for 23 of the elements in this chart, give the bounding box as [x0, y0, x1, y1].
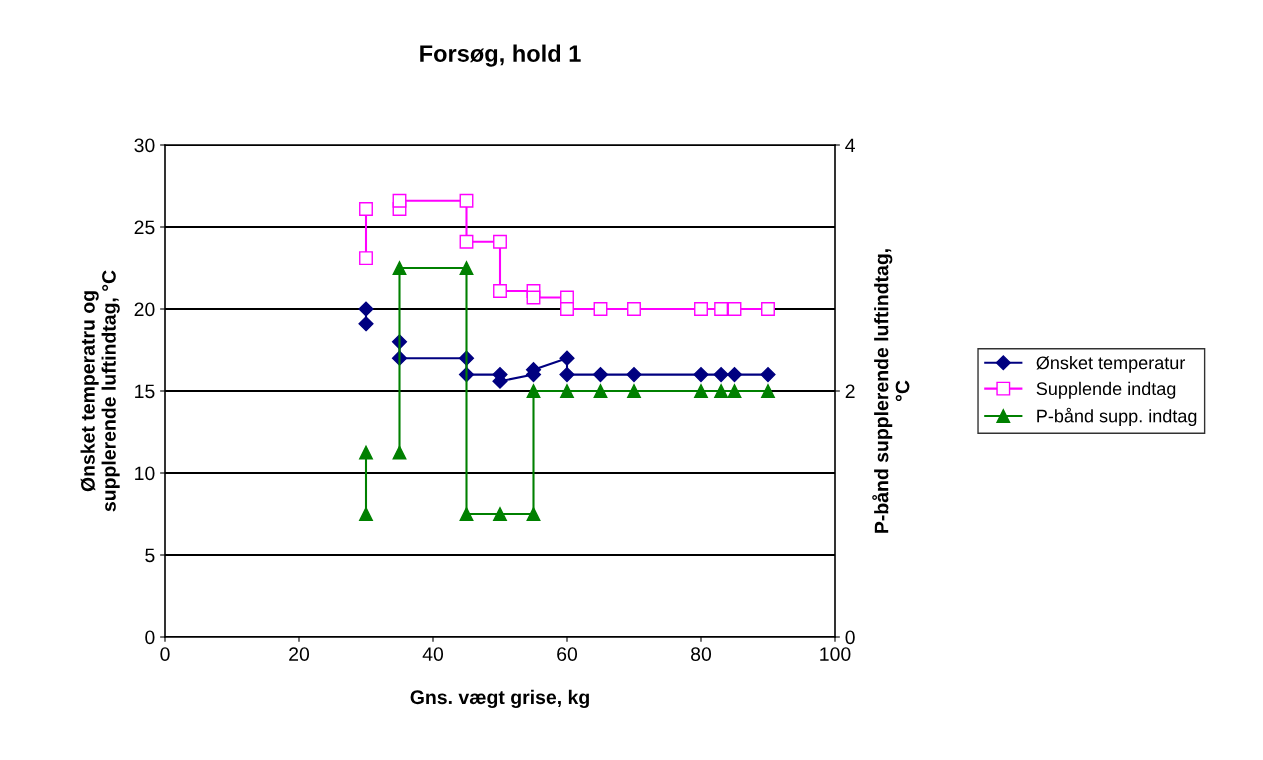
x-tick-label: 20: [289, 647, 310, 661]
y-tick-label: 15: [135, 384, 155, 399]
x-tick-label: 0: [160, 647, 170, 661]
y2-axis-title: P-bånd supplerende luftindtag, °C: [872, 249, 910, 533]
x-axis-title: Gns. vægt grise, kg: [410, 689, 589, 709]
legend-label: P-bånd supp. indtag: [1037, 407, 1197, 427]
y2-tick-label: 2: [845, 384, 855, 399]
y-tick-label: 10: [135, 466, 155, 481]
legend-label: Ønsket temperatur: [1036, 355, 1186, 373]
y-tick-label: 30: [134, 138, 155, 153]
y-tick-label: 25: [134, 220, 155, 235]
y-tick-label: 20: [134, 302, 155, 317]
x-tick-label: 60: [557, 647, 578, 661]
y2-tick-label: 4: [845, 138, 855, 153]
y-tick-label: 0: [145, 630, 155, 645]
x-tick-label: 40: [422, 647, 444, 661]
y-tick-label: 5: [145, 548, 155, 563]
x-tick-label: 80: [691, 647, 712, 661]
chart-title: Forsøg, hold 1: [420, 44, 581, 67]
y-axis-title: Ønsket temperatru og supplerende luftindtag, °C: [80, 270, 120, 512]
legend-label: Supplende indtag: [1036, 381, 1176, 399]
x-tick-label: 100: [820, 647, 851, 661]
y2-tick-label: 0: [845, 630, 855, 645]
